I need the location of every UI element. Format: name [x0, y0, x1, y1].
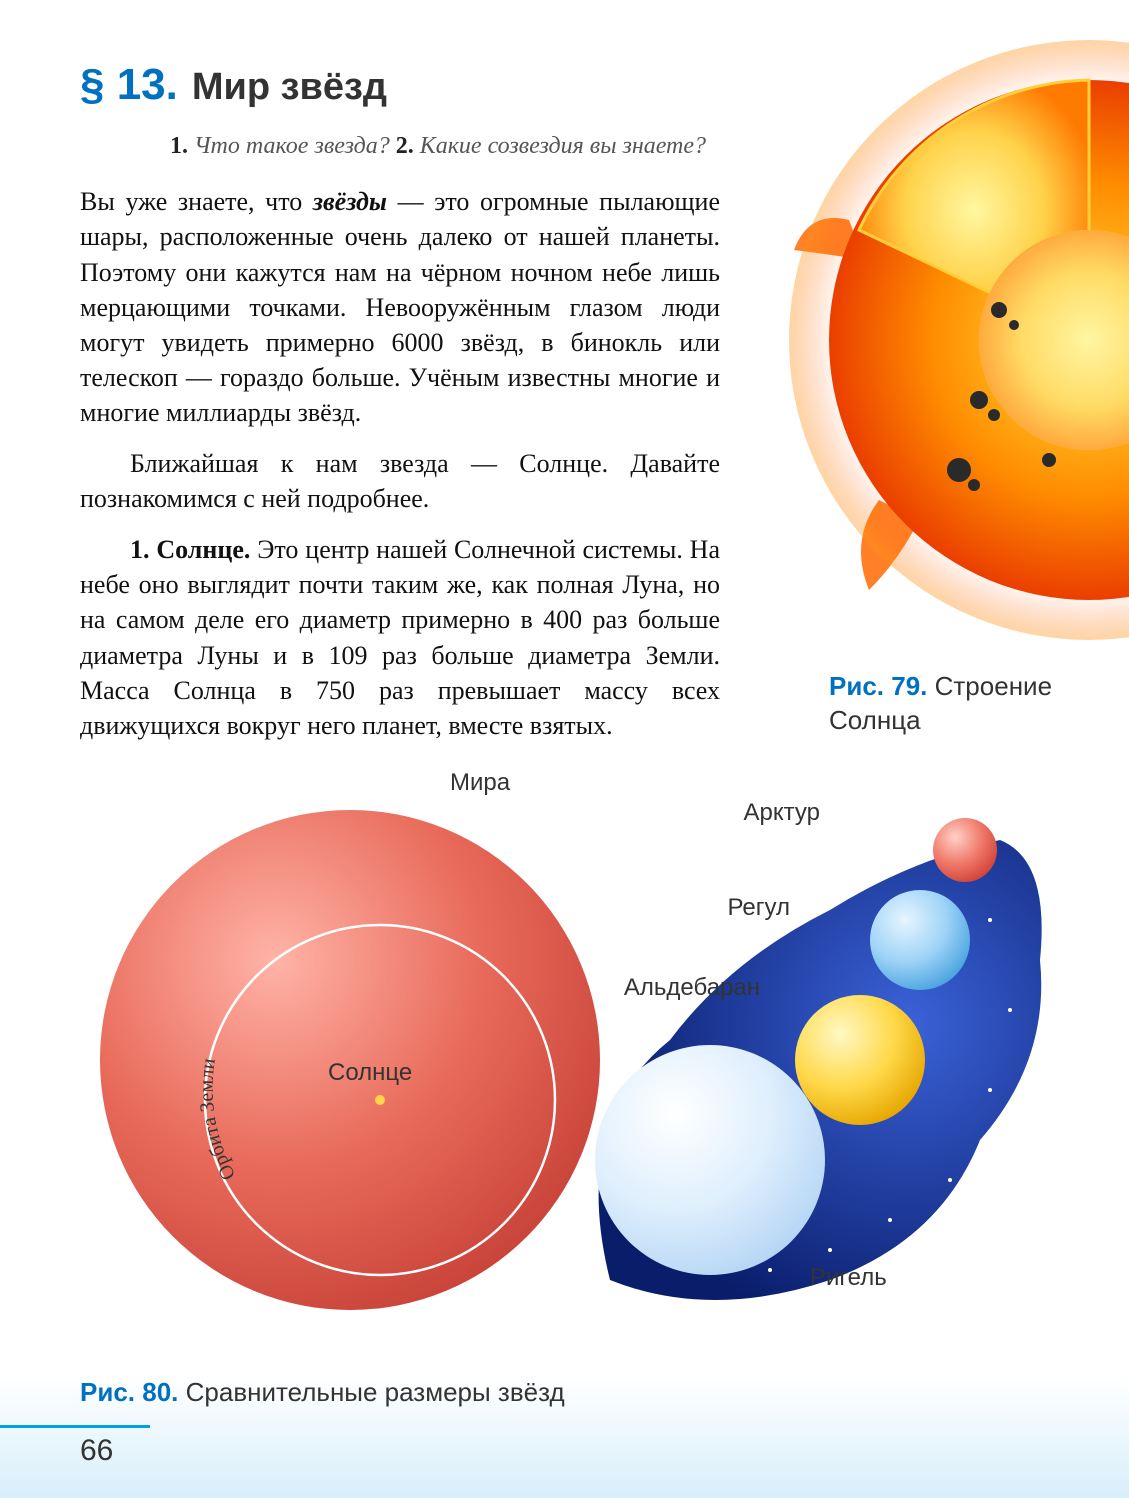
q1-text: Что такое звезда? [194, 133, 390, 159]
textbook-page: § 13. Мир звёзд 1. Что такое звезда? 2. … [0, 0, 1129, 1498]
p3-lead: 1. Солнце. [130, 535, 250, 564]
p1-a: Вы уже знаете, что [80, 187, 313, 216]
label-aldebaran: Альдебаран [624, 974, 760, 1001]
paragraph-1: Вы уже знаете, что звёзды — это огромные… [80, 184, 720, 430]
star-rigel [595, 1045, 825, 1275]
page-number: 66 [80, 1434, 113, 1468]
intro-questions: 1. Что такое звезда? 2. Какие созвездия … [170, 130, 750, 162]
star-comparison-diagram: Мира Арктур Регул Альдебаран Ригель Солн… [70, 760, 1090, 1350]
fig80-text: Сравнительные размеры звёзд [186, 1377, 565, 1407]
fig80-number: Рис. 80. [80, 1377, 178, 1407]
p1-b: — это огромные пылающие шары, расположен… [80, 187, 720, 427]
sun-dot [375, 1095, 385, 1105]
p2-text: Ближайшая к нам звезда — Солнце. Давайте… [80, 449, 720, 513]
section-title: Мир звёзд [192, 66, 387, 109]
fig79-caption: Рис. 79. Строение Солнца [829, 670, 1089, 738]
star-regulus [870, 890, 970, 990]
fig80-caption: Рис. 80. Сравнительные размеры звёзд [80, 1377, 565, 1408]
label-regulus: Регул [727, 894, 790, 921]
p1-bold: звёзды [313, 187, 387, 216]
p3-body: Это центр нашей Солнечной системы. На не… [80, 535, 720, 739]
section-number: § 13. [80, 60, 178, 110]
paragraph-3: 1. Солнце. Это центр нашей Солнечной сис… [80, 532, 720, 743]
label-mira: Мира [450, 769, 511, 796]
label-sun: Солнце [328, 1059, 412, 1086]
page-number-rule [0, 1425, 150, 1428]
label-rigel: Ригель [810, 1264, 887, 1291]
label-arcturus: Арктур [744, 799, 820, 826]
sun-cutaway-illustration [789, 40, 1129, 640]
fig79-number: Рис. 79. [829, 671, 927, 701]
q2-text: Какие созвездия вы знаете? [420, 133, 706, 159]
q1-number: 1. [170, 133, 188, 159]
star-arcturus [933, 818, 997, 882]
paragraph-2: Ближайшая к нам звезда — Солнце. Давайте… [80, 446, 720, 516]
q2-number: 2. [396, 133, 414, 159]
star-aldebaran [795, 995, 925, 1125]
